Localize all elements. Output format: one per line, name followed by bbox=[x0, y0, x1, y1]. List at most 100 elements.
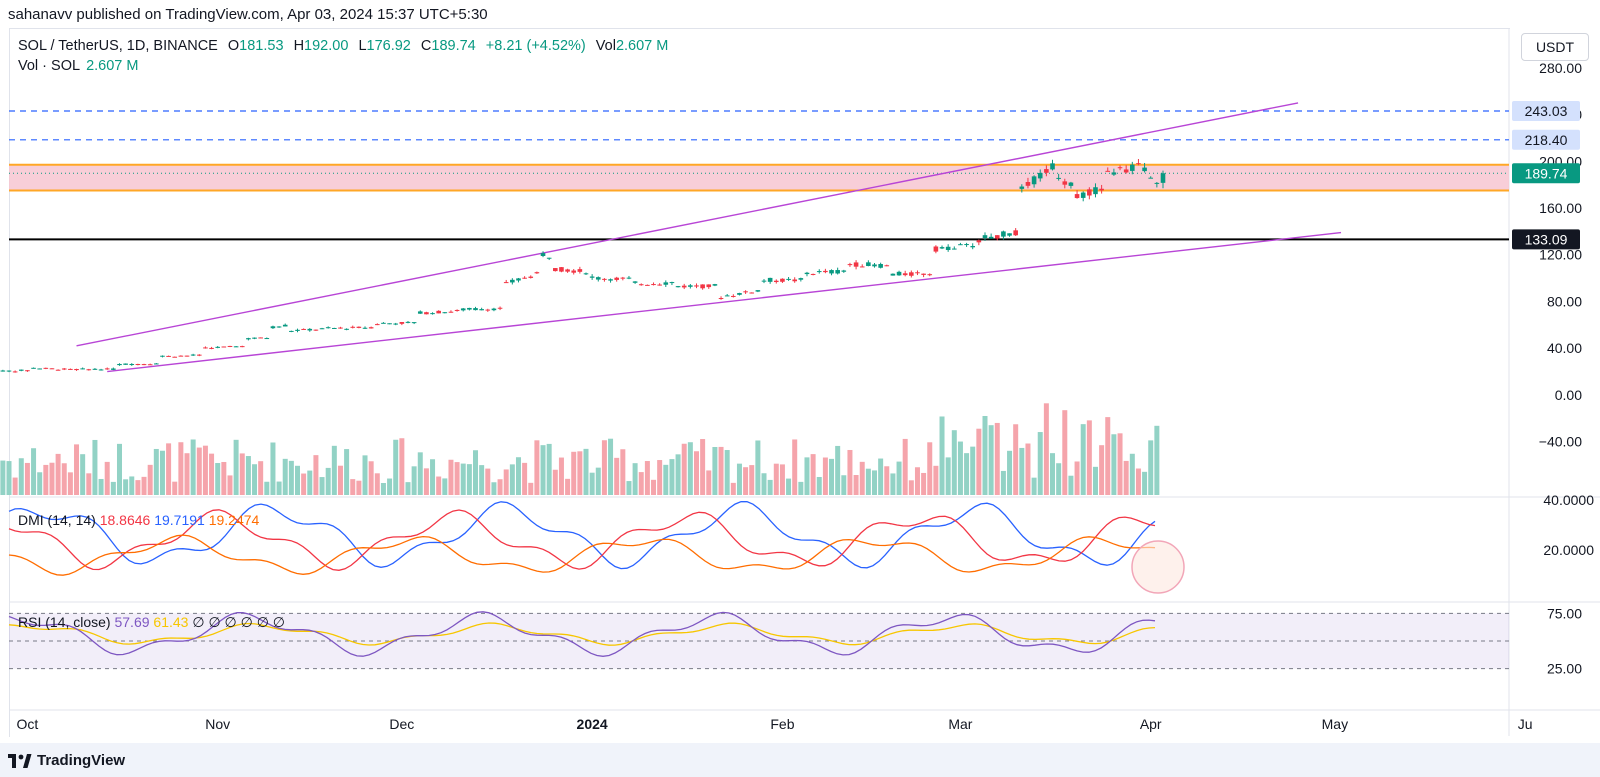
candle-body bbox=[835, 270, 840, 274]
volume-bar bbox=[902, 438, 908, 495]
volume-bar bbox=[356, 480, 362, 495]
candle-body bbox=[638, 284, 644, 286]
candle-body bbox=[951, 248, 957, 250]
candle-body bbox=[332, 327, 337, 329]
volume-bar bbox=[172, 481, 178, 495]
candle-body bbox=[1148, 177, 1154, 179]
rsi-label[interactable]: RSI (14, close) bbox=[18, 614, 111, 630]
price-tick-label: 280.00 bbox=[1539, 60, 1582, 76]
volume-bar bbox=[460, 463, 466, 495]
volume-bar bbox=[92, 439, 98, 495]
candle-body bbox=[737, 293, 742, 295]
time-tick-label: Dec bbox=[389, 716, 414, 732]
volume-bar bbox=[196, 447, 202, 495]
candle-body bbox=[74, 368, 79, 371]
volume-bar bbox=[202, 445, 208, 495]
candle-body bbox=[712, 284, 718, 286]
volume-bar bbox=[835, 445, 841, 495]
candle-body bbox=[1037, 172, 1043, 179]
volume-bar bbox=[730, 482, 736, 495]
volume-bar bbox=[546, 443, 552, 495]
change-value: +8.21 (+4.52%) bbox=[485, 38, 586, 54]
candle-body bbox=[970, 246, 976, 248]
volume-bar bbox=[301, 473, 307, 495]
volume-bar bbox=[859, 461, 865, 495]
candle-body bbox=[454, 309, 460, 311]
volume-bar bbox=[239, 453, 245, 495]
volume-bar bbox=[80, 454, 86, 495]
volume-bar bbox=[184, 453, 190, 495]
volume-indicator-label[interactable]: Vol · SOL bbox=[18, 58, 81, 74]
volume-bar bbox=[767, 479, 773, 495]
volume-bar bbox=[393, 439, 399, 495]
candle-body bbox=[1062, 181, 1068, 185]
symbol-name[interactable]: SOL / TetherUS, 1D, BINANCE bbox=[18, 38, 218, 54]
candle-body bbox=[1001, 231, 1006, 237]
volume-bar bbox=[129, 476, 135, 495]
volume-bar bbox=[442, 478, 448, 495]
volume-bar bbox=[6, 461, 12, 495]
candle-body bbox=[651, 284, 656, 286]
volume-bar bbox=[700, 439, 706, 495]
volume-bar bbox=[552, 469, 558, 495]
volume-bar bbox=[755, 440, 761, 495]
candle-body bbox=[878, 264, 883, 268]
volume-bar bbox=[141, 476, 147, 495]
volume-bar bbox=[1129, 453, 1135, 495]
candle-body bbox=[411, 322, 417, 324]
price-label-tag bbox=[1512, 101, 1580, 122]
volume-bar bbox=[387, 478, 393, 495]
candle-body bbox=[479, 309, 484, 311]
volume-bar bbox=[1007, 450, 1013, 495]
candle-body bbox=[749, 292, 755, 294]
candle-body bbox=[295, 329, 300, 331]
volume-bar bbox=[24, 462, 30, 495]
channel-upper-line bbox=[76, 102, 1299, 347]
candle-body bbox=[430, 313, 435, 315]
currency-button[interactable]: USDT bbox=[1521, 33, 1589, 61]
candle-body bbox=[1117, 167, 1123, 169]
volume-bar bbox=[307, 470, 313, 495]
candle-body bbox=[497, 307, 503, 309]
volume-bar bbox=[1111, 434, 1117, 495]
volume-bar bbox=[988, 425, 994, 495]
candle-body bbox=[645, 284, 650, 286]
candle-body bbox=[516, 278, 521, 281]
volume-bar bbox=[577, 451, 583, 495]
candle-body bbox=[804, 272, 810, 275]
brand-name: TradingView bbox=[37, 752, 126, 769]
volume-bar bbox=[933, 465, 939, 495]
volume-bar bbox=[921, 472, 927, 495]
volume-bar bbox=[491, 482, 497, 495]
volume-bar bbox=[61, 463, 67, 495]
volume-bar bbox=[350, 479, 356, 495]
volume-bar bbox=[1043, 403, 1049, 495]
volume-bar bbox=[669, 459, 675, 495]
volume-bar bbox=[295, 465, 300, 495]
candle-body bbox=[657, 284, 662, 286]
candle-body bbox=[123, 363, 128, 365]
volume-bar bbox=[368, 461, 374, 495]
candle-body bbox=[964, 244, 969, 246]
candle-body bbox=[614, 277, 619, 280]
tradingview-logo[interactable]: TradingView bbox=[8, 752, 125, 769]
candle-body bbox=[761, 280, 767, 282]
candle-body bbox=[172, 356, 178, 358]
volume-bar bbox=[497, 479, 503, 495]
volume-bar bbox=[1080, 424, 1086, 495]
volume-bar bbox=[841, 475, 847, 495]
vol-label: Vol bbox=[595, 38, 616, 54]
candle-body bbox=[473, 308, 478, 311]
volume-bar bbox=[153, 448, 159, 495]
candle-body bbox=[25, 370, 30, 372]
volume-bar bbox=[810, 454, 816, 495]
volume-bar bbox=[608, 438, 614, 495]
candle-body bbox=[1031, 176, 1037, 185]
highlight-circle bbox=[1131, 540, 1185, 594]
rsi-legend: RSI (14, close) 57.69 61.43 ∅ ∅ ∅ ∅ ∅ ∅ bbox=[18, 614, 285, 631]
dmi-label[interactable]: DMI (14, 14) bbox=[18, 512, 96, 528]
volume-bar bbox=[123, 479, 129, 495]
volume-bar bbox=[215, 463, 221, 495]
candle-body bbox=[1007, 233, 1012, 236]
